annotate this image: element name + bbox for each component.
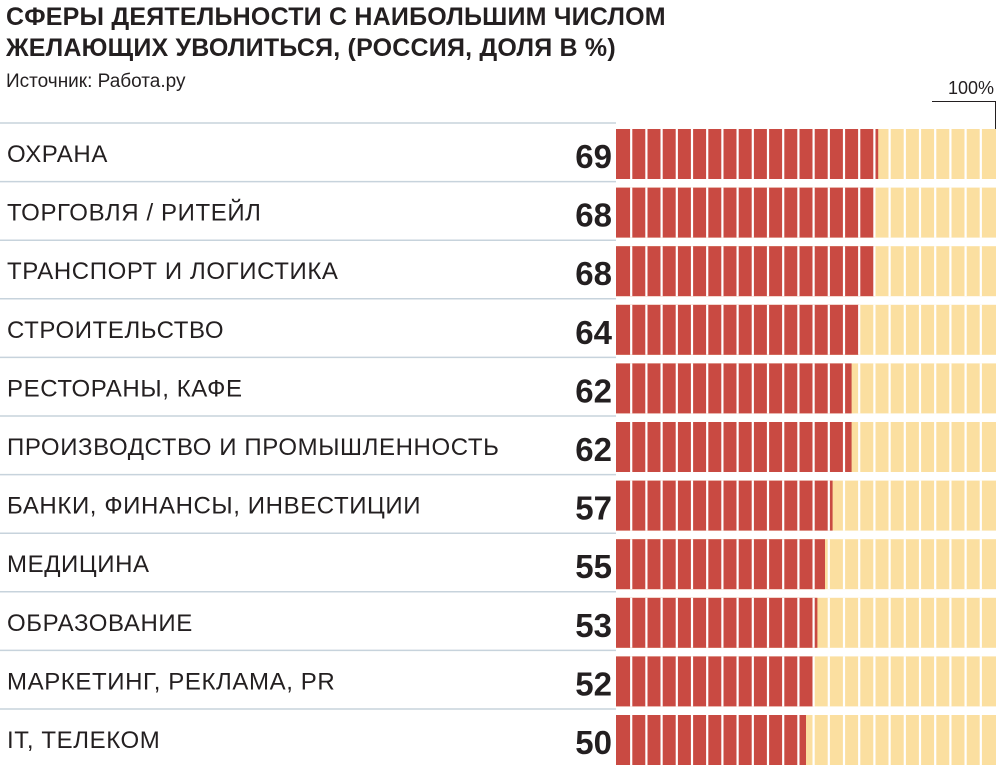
bar (616, 539, 825, 590)
chart-source: Источник: Работа.ру (6, 71, 186, 92)
value-label: 50 (575, 724, 612, 761)
value-label: 52 (575, 665, 612, 702)
bar-row: БАНКИ, ФИНАНСЫ, ИНВЕСТИЦИИ 57 (0, 473, 996, 531)
bar (616, 422, 852, 472)
bar-row: СТРОИТЕЛЬСТВО 64 (0, 298, 996, 355)
category-label: ПРОИЗВОДСТВО И ПРОМЫШЛЕННОСТЬ (7, 434, 499, 461)
category-label: ТОРГОВЛЯ / РИТЕЙЛ (7, 199, 262, 227)
bar (616, 656, 814, 707)
category-label: РЕСТОРАНЫ, КАФЕ (7, 375, 243, 402)
scale-marker: 100% (932, 78, 996, 130)
category-label: ТРАНСПОРТ И ЛОГИСТИКА (7, 258, 339, 285)
bar (616, 363, 852, 414)
value-label: 68 (575, 255, 612, 292)
scale-tick (995, 102, 996, 130)
scale-label: 100% (947, 78, 994, 98)
value-label: 55 (575, 548, 612, 585)
value-label: 53 (575, 607, 612, 644)
value-label: 69 (575, 138, 612, 175)
value-label: 64 (575, 314, 612, 351)
scale-line (932, 101, 996, 102)
value-label: 68 (575, 197, 612, 234)
bar (616, 246, 875, 297)
category-label: IT, ТЕЛЕКОМ (7, 727, 160, 754)
bar (616, 129, 879, 179)
value-label: 57 (575, 490, 612, 527)
category-label: МАРКЕТИНГ, РЕКЛАМА, PR (7, 668, 335, 695)
bar-row: ОБРАЗОВАНИЕ 53 (0, 591, 996, 648)
bar-row: IT, ТЕЛЕКОМ 50 (0, 708, 996, 765)
bar-row: ТОРГОВЛЯ / РИТЕЙЛ 68 (0, 180, 996, 238)
bar (616, 480, 833, 531)
bar-row: ТРАНСПОРТ И ЛОГИСТИКА 68 (0, 239, 996, 297)
bar (616, 715, 806, 765)
category-label: ОХРАНА (7, 141, 108, 168)
bar-row: МЕДИЦИНА 55 (0, 532, 996, 590)
bar-row: РЕСТОРАНЫ, КАФЕ 62 (0, 356, 996, 414)
value-label: 62 (575, 431, 612, 468)
category-label: БАНКИ, ФИНАНСЫ, ИНВЕСТИЦИИ (7, 493, 421, 520)
bar-row: ОХРАНА 69 (0, 122, 996, 179)
bar-row: МАРКЕТИНГ, РЕКЛАМА, PR 52 (0, 649, 996, 707)
bar (616, 187, 875, 238)
bar-row: ПРОИЗВОДСТВО И ПРОМЫШЛЕННОСТЬ 62 (0, 415, 996, 472)
category-label: ОБРАЗОВАНИЕ (7, 610, 193, 637)
category-label: СТРОИТЕЛЬСТВО (7, 317, 224, 344)
value-label: 62 (575, 372, 612, 409)
category-label: МЕДИЦИНА (7, 551, 150, 578)
chart-title: СФЕРЫ ДЕЯТЕЛЬНОСТИ С НАИБОЛЬШИМ ЧИСЛОМ Ж… (6, 3, 666, 62)
